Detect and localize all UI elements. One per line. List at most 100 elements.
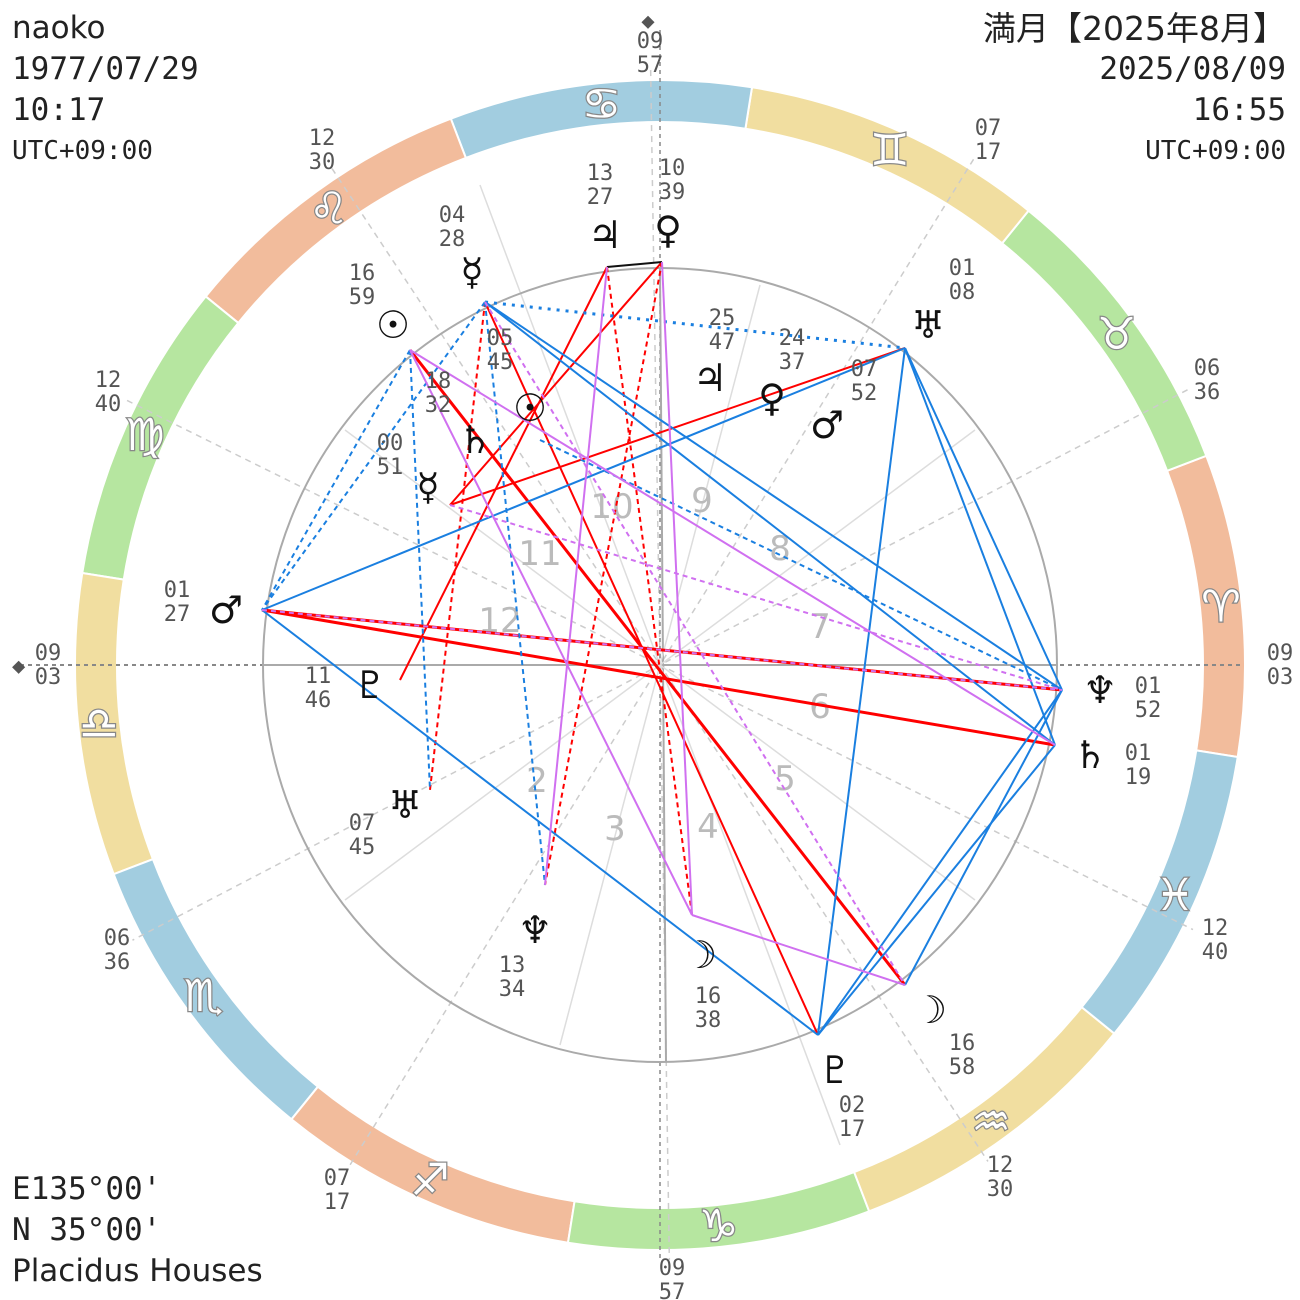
- mc-marker-icon: ◆: [641, 9, 655, 34]
- aspect-line: [544, 266, 608, 886]
- aspect-line: [904, 347, 1063, 691]
- natal-mars-degree: 07 52: [851, 357, 878, 406]
- aspect-line: [904, 347, 1056, 746]
- transit-uranus-degree: 01 08: [949, 256, 976, 305]
- natal-sun-icon: ☉: [513, 386, 547, 430]
- transit-title: 満月【2025年8月】: [983, 9, 1286, 48]
- transit-pluto-degree: 02 17: [839, 1093, 866, 1142]
- natal-pluto-degree: 11 46: [305, 664, 332, 713]
- planet-degree: 25: [709, 306, 736, 331]
- aspect-line: [484, 300, 906, 350]
- planet-degree: 16: [695, 984, 722, 1009]
- transit-mercury-icon: ☿: [460, 250, 483, 294]
- cusp-label-leo: 12 30: [309, 126, 336, 175]
- cusp-degree: 07: [324, 1166, 351, 1191]
- cusp-degree: 09: [637, 29, 664, 54]
- inner-circle: [262, 267, 1058, 1063]
- pisces-icon: ♓︎: [1155, 870, 1194, 921]
- aspect-line: [539, 439, 1063, 691]
- aspect-line: [484, 301, 819, 1036]
- natal-info: naoko 1977/07/29 10:17 UTC+09:00: [12, 8, 199, 172]
- planet-minute: 58: [949, 1055, 976, 1080]
- cusp-degree: 12: [987, 1153, 1014, 1178]
- cusp-minute: 36: [104, 950, 131, 975]
- planet-minute: 52: [851, 381, 878, 406]
- cusp-minute: 17: [324, 1190, 351, 1215]
- planet-degree: 01: [164, 578, 191, 603]
- planet-degree: 01: [1125, 741, 1152, 766]
- taurus-icon: ♉︎: [1097, 309, 1136, 360]
- natal-mars-icon: ♂: [810, 403, 844, 447]
- natal-neptune-icon: ♆: [518, 908, 552, 952]
- planet-degree: 11: [305, 664, 332, 689]
- aspect-line: [817, 347, 906, 1036]
- planet-degree: 07: [349, 811, 376, 836]
- transit-mercury-degree: 04 28: [439, 203, 466, 252]
- natal-uranus-degree: 07 45: [349, 811, 376, 860]
- transit-info: 満月【2025年8月】 2025/08/09 16:55 UTC+09:00: [983, 8, 1286, 172]
- cusp-degree: 09: [35, 641, 62, 666]
- natal-date: 1977/07/29: [12, 51, 199, 87]
- cusp-label-asc: 09 03: [35, 641, 62, 690]
- planet-minute: 34: [499, 977, 526, 1002]
- transit-mars-icon: ♂: [209, 588, 243, 632]
- transit-sun-degree: 16 59: [349, 261, 376, 310]
- planet-degree: 02: [839, 1093, 866, 1118]
- house-system: Placidus Houses: [12, 1253, 263, 1289]
- aspect-line: [484, 301, 1063, 691]
- transit-mars-degree: 01 27: [164, 578, 191, 627]
- aspect-line: [261, 347, 906, 611]
- aspect-line: [544, 261, 663, 886]
- planet-degree: 13: [499, 953, 526, 978]
- aspect-line: [449, 504, 1063, 691]
- longitude: E135°00': [12, 1171, 162, 1207]
- planet-minute: 27: [587, 185, 614, 210]
- planet-minute: 38: [695, 1008, 722, 1033]
- natal-venus-icon: ♀: [758, 376, 786, 420]
- cusp-degree: 09: [659, 1256, 686, 1281]
- cusp-degree: 12: [95, 368, 122, 393]
- cusp-minute: 40: [95, 392, 122, 417]
- house-number-6: 6: [809, 687, 831, 727]
- natal-sun-degree: 05 45: [487, 326, 514, 375]
- planet-degree: 16: [349, 261, 376, 286]
- transit-time: 16:55: [1192, 92, 1286, 128]
- asc-marker-icon: ◆: [12, 654, 26, 679]
- house-number-4: 4: [697, 807, 719, 847]
- planet-minute: 47: [709, 330, 736, 355]
- planet-minute: 32: [425, 393, 452, 418]
- natal-jupiter-degree: 25 47: [709, 306, 736, 355]
- natal-venus-degree: 24 37: [779, 326, 806, 375]
- capricorn-icon: ♑︎: [699, 1201, 738, 1252]
- aspect-line: [484, 301, 906, 986]
- planet-minute: 52: [1135, 698, 1162, 723]
- cusp-label-mc: 09 57: [637, 29, 664, 78]
- planet-degree: 13: [587, 161, 614, 186]
- cusp-label-gemini: 07 17: [975, 116, 1002, 165]
- natal-mercury-degree: 00 51: [377, 431, 404, 480]
- natal-saturn-degree: 18 32: [425, 369, 452, 418]
- planet-minute: 37: [779, 350, 806, 375]
- latitude: N 35°00': [12, 1212, 162, 1248]
- cusp-label-dsc: 09 03: [1267, 641, 1294, 690]
- planet-minute: 08: [949, 280, 976, 305]
- planet-minute: 46: [305, 688, 332, 713]
- planet-degree: 01: [1135, 674, 1162, 699]
- transit-saturn-icon: ♄: [1073, 733, 1107, 777]
- natal-jupiter-icon: ♃: [693, 356, 727, 400]
- aspect-line: [484, 301, 546, 886]
- transit-jupiter-degree: 13 27: [587, 161, 614, 210]
- cusp-label-aquarius: 12 30: [987, 1153, 1014, 1202]
- natal-moon-degree: 16 38: [695, 984, 722, 1033]
- planet-degree: 18: [425, 369, 452, 394]
- planet-minute: 59: [349, 285, 376, 310]
- aspect-line: [429, 301, 486, 791]
- aspect-line: [661, 261, 693, 916]
- house-number-10: 10: [590, 487, 633, 527]
- natal-uranus-icon: ♅: [388, 783, 422, 827]
- aspect-line: [409, 349, 1056, 746]
- planet-minute: 19: [1125, 765, 1152, 790]
- transit-sun-icon: ☉: [376, 303, 410, 347]
- planet-degree: 01: [949, 256, 976, 281]
